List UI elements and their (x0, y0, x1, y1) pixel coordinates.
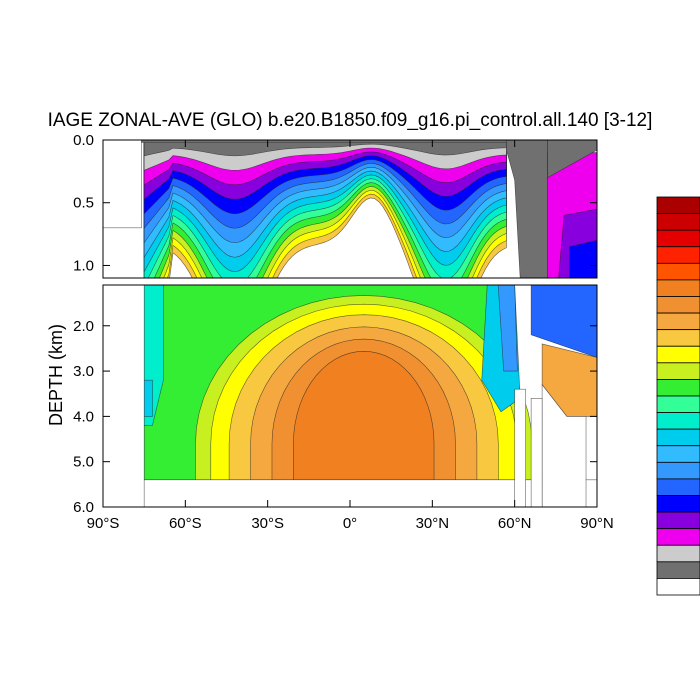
colorbar-swatch (656, 279, 700, 297)
y-axis-label: DEPTH (km) (46, 324, 66, 426)
lower-panel-contours (103, 285, 597, 507)
colorbar-swatch (656, 445, 700, 463)
colorbar-swatch (656, 561, 700, 579)
x-tick-label: 90°N (580, 515, 614, 532)
upper-arctic-blue (569, 240, 597, 278)
colorbar-swatch (656, 229, 700, 248)
colorbar-swatch (656, 495, 700, 513)
chart-title: IAGE ZONAL-AVE (GLO) b.e20.B1850.f09_g16… (48, 110, 653, 131)
colorbar-swatch (656, 345, 700, 364)
upper-antarctic-land (103, 140, 142, 229)
colorbar-swatch (656, 478, 700, 496)
upper-band-0 (143, 140, 507, 157)
colorbar-swatch (656, 246, 700, 264)
lower-north-blue (497, 285, 518, 372)
lower-arctic-blue (530, 285, 597, 358)
axes: 90°S 60°S 30°S 0° 30°N 60°N 90°N 0.0 0.5 1.0 2.0 3.… (73, 132, 614, 532)
y-tick-label: 4.0 (73, 408, 94, 425)
lower-seafloor (103, 479, 597, 507)
y-tick-label: 6.0 (73, 499, 94, 516)
colorbar-swatch (656, 461, 700, 480)
y-tick-label: 0.5 (73, 195, 94, 212)
colorbar-swatch (656, 296, 700, 314)
y-tick-label: 3.0 (73, 363, 94, 380)
x-tick-label: 30°N (416, 515, 450, 532)
colorbar-swatch (656, 544, 700, 563)
colorbar-swatch (656, 412, 700, 430)
y-tick-label: 5.0 (73, 454, 94, 471)
colorbar-swatch (656, 578, 700, 596)
colorbar (656, 196, 700, 596)
x-tick-label: 0° (343, 515, 357, 532)
lower-band-6 (293, 350, 435, 481)
colorbar-swatch (656, 511, 700, 530)
colorbar-swatch (656, 379, 700, 397)
upper-north-land (506, 140, 548, 278)
x-tick-label: 30°S (251, 515, 284, 532)
y-tick-label: 2.0 (73, 318, 94, 335)
colorbar-swatch (656, 329, 700, 347)
colorbar-swatch (656, 262, 700, 281)
colorbar-swatch (656, 213, 700, 231)
colorbar-swatch (656, 395, 700, 413)
lower-ridge (514, 388, 526, 507)
upper-panel-contours (103, 140, 597, 278)
colorbar-swatch (656, 428, 700, 447)
colorbar-swatch (656, 528, 700, 546)
x-tick-label: 60°S (169, 515, 202, 532)
lower-antarctic-land (103, 285, 145, 507)
y-tick-label: 0.0 (73, 132, 94, 149)
y-tick-label: 1.0 (73, 257, 94, 274)
lower-arctic-sill (530, 397, 543, 507)
x-tick-label: 60°N (498, 515, 532, 532)
upper-arctic-land (547, 140, 597, 179)
x-tick-label: 90°S (87, 515, 120, 532)
colorbar-swatch (656, 196, 700, 214)
lower-south-cyan (143, 379, 153, 417)
colorbar-swatch (656, 312, 700, 331)
colorbar-swatch (656, 362, 700, 380)
